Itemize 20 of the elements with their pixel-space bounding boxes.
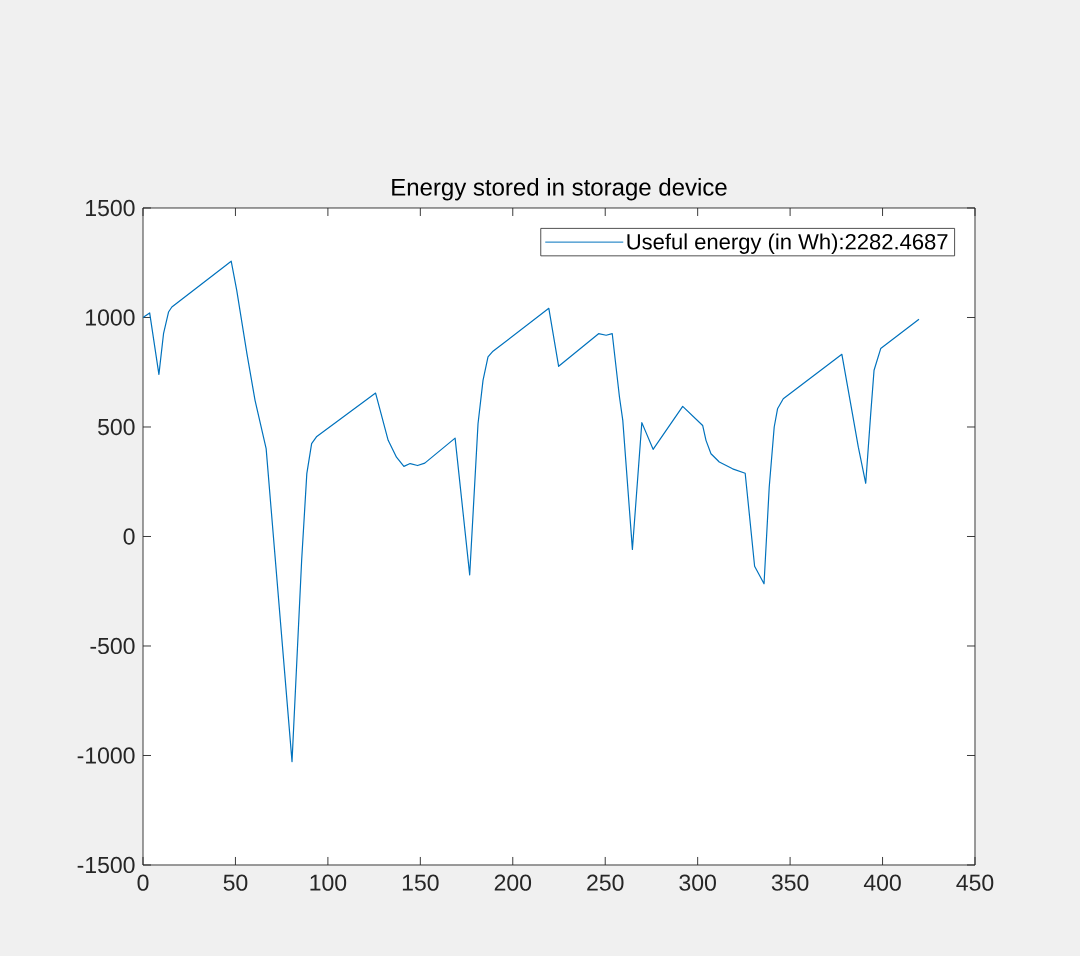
y-tick-label: 1000 — [86, 309, 135, 326]
x-tick-label: 350 — [771, 874, 809, 891]
x-tick-label: 50 — [223, 874, 248, 891]
x-tick-label: 0 — [137, 874, 149, 891]
x-tick-label: 450 — [956, 874, 994, 891]
y-tick-label: -1500 — [77, 856, 135, 874]
y-tick-label: 500 — [98, 418, 135, 436]
y-tick-label: -500 — [90, 637, 135, 655]
y-tick-label: -1000 — [77, 747, 135, 764]
chart-title: Energy stored in storage device — [392, 178, 727, 201]
x-tick-label: 200 — [494, 874, 532, 891]
y-tick-label: 1500 — [86, 199, 135, 217]
x-tick-label: 250 — [587, 874, 624, 891]
x-tick-label: 400 — [863, 874, 901, 891]
line-series — [143, 260, 920, 763]
x-tick-label: 150 — [402, 874, 439, 891]
x-tick-label: 100 — [310, 874, 347, 891]
legend-label: Useful energy (in Wh):2282.4687 — [627, 233, 948, 254]
y-tick-label: 0 — [123, 528, 135, 545]
x-tick-label: 300 — [679, 874, 716, 891]
